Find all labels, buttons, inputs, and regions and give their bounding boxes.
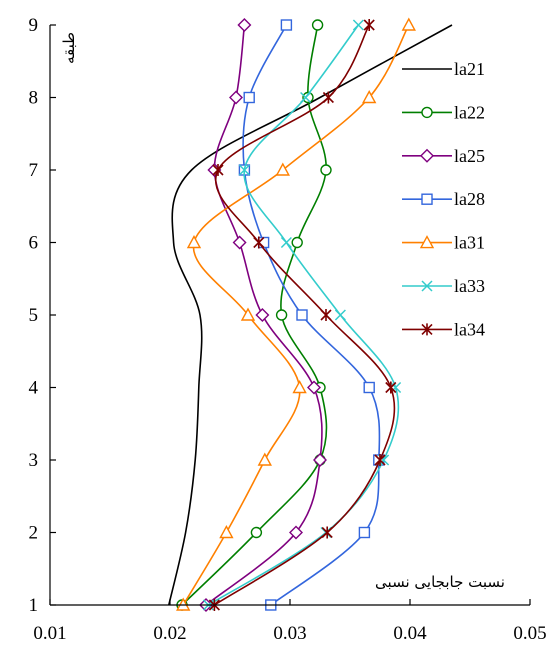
point-la34-story-8 (322, 91, 334, 104)
point-la34-story-9 (363, 19, 375, 31)
x-tick-label-0.01: 0.01 (33, 623, 66, 644)
y-tick-label-9: 9 (29, 15, 39, 36)
series-line-la21 (168, 24, 453, 606)
point-la31-story-7 (275, 162, 290, 176)
legend-item-la21: la21 (402, 59, 485, 79)
point-la25-story-6 (232, 235, 247, 250)
point-la22-story-2 (250, 526, 263, 539)
legend-label-la21: la21 (454, 59, 485, 79)
series-la31 (176, 17, 416, 611)
point-la34-story-7 (212, 164, 224, 176)
point-la25-story-2 (289, 525, 303, 540)
y-tick-label-1: 1 (29, 595, 39, 616)
point-la31-story-5 (240, 307, 256, 321)
point-la28-story-2 (358, 526, 371, 539)
legend-item-la28: la28 (402, 189, 485, 209)
legend-item-la31: la31 (402, 233, 485, 253)
y-tick-label-4: 4 (29, 378, 39, 399)
point-la28-story-9 (280, 19, 293, 31)
series-layer (168, 17, 453, 612)
legend-marker-la33 (421, 280, 433, 292)
x-tick-label-0.04: 0.04 (393, 623, 427, 644)
point-la22-story-6 (291, 236, 303, 249)
series-la21 (168, 24, 453, 606)
point-la34-story-6 (253, 236, 265, 249)
point-la25-story-5 (255, 308, 270, 322)
x-tick-label-0.05: 0.05 (513, 623, 546, 644)
legend-marker-la28 (421, 193, 433, 205)
point-la22-story-9 (311, 19, 324, 31)
legend-marker-la25 (420, 148, 434, 163)
point-la25-story-9 (237, 18, 252, 32)
legend: la21 la22 la25 la28 la31 la33 la34 (402, 59, 485, 339)
legend-label-la34: la34 (454, 319, 485, 339)
legend-marker-la22 (421, 106, 433, 119)
point-la28-story-5 (296, 309, 308, 321)
point-la33-story-5 (334, 309, 346, 321)
legend-label-la31: la31 (454, 233, 485, 253)
point-la33-story-6 (280, 236, 292, 249)
legend-label-la25: la25 (454, 146, 485, 166)
point-la34-story-3 (374, 454, 386, 466)
legend-item-la22: la22 (402, 102, 485, 122)
point-la34-story-5 (320, 309, 332, 321)
point-la25-story-4 (307, 380, 321, 395)
legend-label-la33: la33 (454, 276, 485, 296)
x-tick-label-0.02: 0.02 (153, 623, 186, 644)
point-la25-story-8 (229, 90, 243, 105)
legend-item-la25: la25 (402, 146, 485, 166)
legend-label-la22: la22 (454, 102, 485, 122)
x-axis-title: نسبت جابجایی نسبی (375, 573, 505, 591)
point-la25-story-3 (313, 453, 327, 467)
y-tick-label-7: 7 (29, 160, 39, 181)
legend-item-la34: la34 (402, 319, 485, 339)
y-tick-label-6: 6 (29, 233, 39, 254)
series-line-la22 (181, 24, 328, 606)
point-la33-story-8 (300, 91, 312, 104)
point-la22-story-8 (302, 91, 314, 104)
y-tick-label-2: 2 (29, 523, 39, 544)
point-la33-story-9 (352, 19, 364, 31)
point-la31-story-2 (219, 525, 234, 539)
y-tick-label-5: 5 (29, 305, 39, 326)
legend-marker-la31 (419, 235, 435, 249)
point-la31-story-3 (257, 452, 272, 466)
point-la31-story-8 (362, 90, 377, 104)
legend-label-la28: la28 (454, 189, 485, 209)
series-line-la31 (182, 24, 410, 606)
point-la22-story-7 (320, 164, 332, 176)
legend-marker-la34 (421, 323, 433, 336)
point-la28-story-4 (363, 381, 375, 394)
point-la31-story-9 (401, 17, 416, 31)
point-la31-story-6 (186, 235, 202, 249)
point-la31-story-4 (292, 380, 307, 394)
y-tick-label-3: 3 (29, 450, 39, 471)
point-la28-story-8 (243, 91, 255, 104)
point-la28-story-6 (257, 236, 270, 249)
axes-layer: 1 2 3 4 5 6 7 8 9 0.01 0.02 0.03 0.04 0.05 (29, 15, 547, 644)
series-la34 (208, 19, 397, 611)
y-tick-label-8: 8 (29, 88, 39, 109)
legend-item-la33: la33 (402, 276, 485, 296)
x-tick-label-0.03: 0.03 (273, 623, 306, 644)
point-la22-story-5 (275, 309, 288, 321)
y-axis-title: طبقه (60, 32, 78, 64)
point-la34-story-2 (321, 526, 333, 539)
point-la33-story-7 (238, 164, 250, 176)
point-la34-story-4 (385, 381, 397, 394)
